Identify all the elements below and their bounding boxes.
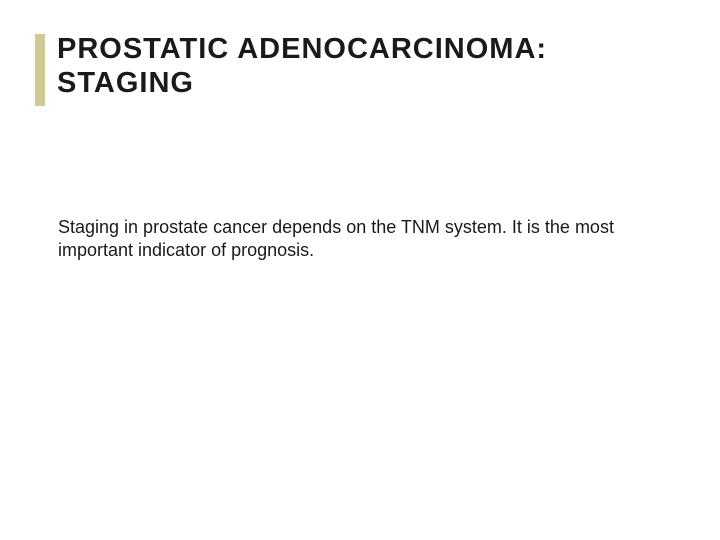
slide-body-text: Staging in prostate cancer depends on th… bbox=[58, 216, 628, 262]
slide-title: PROSTATIC ADENOCARCINOMA: STAGING bbox=[57, 32, 667, 100]
title-accent-bar bbox=[35, 34, 45, 106]
slide: PROSTATIC ADENOCARCINOMA: STAGING Stagin… bbox=[0, 0, 720, 540]
